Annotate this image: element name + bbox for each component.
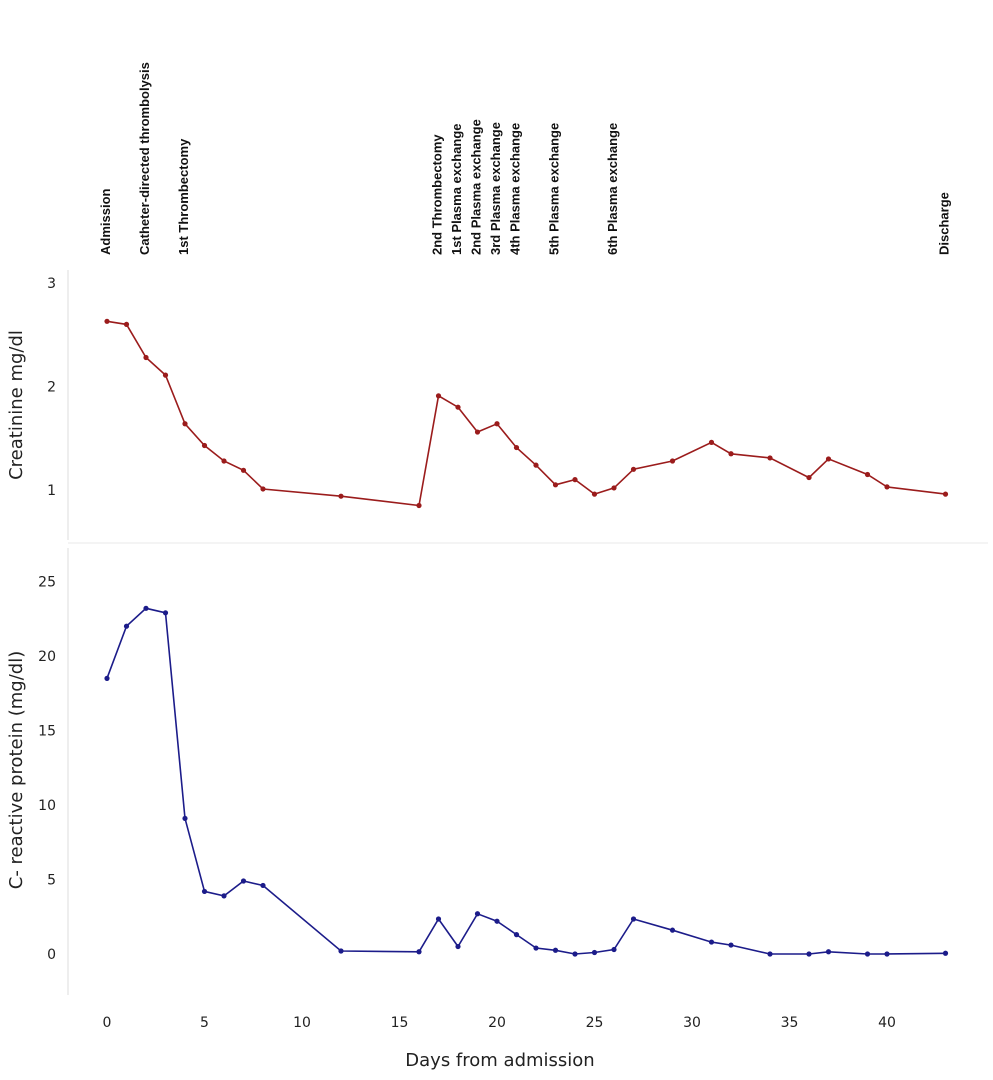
crp-data-point [338,948,344,954]
crp-y-tick-label: 20 [38,649,56,665]
crp-data-point [669,927,676,933]
crp-data-point [611,946,617,953]
x-tick-label: 0 [103,1015,112,1031]
creatinine-y-tick-label: 3 [47,276,56,292]
crp-data-point [201,888,208,895]
event-label: 2nd Plasma exchange [469,119,484,255]
creatinine-data-point [884,484,890,490]
event-label: 1st Plasma exchange [449,123,464,255]
event-label: 4th Plasma exchange [508,123,523,255]
crp-y-tick-label: 0 [47,947,56,963]
creatinine-data-point [533,462,539,468]
crp-data-point [884,951,890,957]
crp-data-point [104,675,110,681]
creatinine-data-point [864,471,871,478]
crp-y-tick-label: 10 [38,798,56,814]
creatinine-data-point [806,474,812,481]
x-tick-label: 25 [586,1015,604,1031]
crp-data-point [162,610,169,616]
creatinine-data-point [182,421,188,427]
x-axis-title: Days from admission [405,1050,594,1071]
creatinine-data-point [474,429,481,435]
creatinine-y-tick-label: 2 [47,380,56,396]
crp-y-axis-title: C- reactive protein (mg/dl) [6,651,27,890]
x-tick-label: 15 [391,1015,409,1031]
crp-y-tick-label: 15 [38,724,56,740]
event-label: 3rd Plasma exchange [488,122,503,255]
creatinine-data-point [552,482,559,488]
crp-data-point [143,605,149,611]
x-tick-label: 20 [488,1015,506,1031]
event-label: Admission [98,188,113,255]
creatinine-data-point [611,485,617,491]
crp-data-point [630,916,637,922]
crp-data-point [182,815,188,822]
creatinine-data-point [630,466,637,472]
event-label: Catheter-directed thrombolysis [137,62,152,255]
crp-data-point [942,950,949,956]
creatinine-data-point [338,493,344,499]
crp-data-point [260,882,266,889]
x-tick-label: 10 [293,1015,311,1031]
creatinine-y-axis-title: Creatinine mg/dl [6,330,27,480]
crp-series-line [106,607,946,955]
creatinine-data-point [767,455,773,461]
crp-data-point [123,623,130,629]
x-tick-label: 40 [878,1015,896,1031]
event-label: 1st Thrombectomy [176,138,191,255]
creatinine-data-point [669,458,676,464]
crp-data-point [591,949,598,956]
creatinine-data-point [416,502,422,509]
creatinine-series-line [106,320,946,507]
creatinine-data-point [494,421,500,427]
event-label: 6th Plasma exchange [605,123,620,255]
crp-data-point [474,911,481,917]
creatinine-data-point [435,393,442,399]
event-label: Discharge [937,192,952,255]
crp-data-point [552,947,559,953]
crp-data-point [708,939,715,945]
creatinine-data-point [728,451,734,457]
crp-data-point [513,932,520,938]
creatinine-data-point [260,486,266,492]
crp-data-point [572,951,578,957]
creatinine-y-tick-label: 1 [47,483,56,499]
crp-data-point [416,949,422,955]
crp-data-point [455,943,461,950]
creatinine-data-point [221,458,227,464]
event-label: 5th Plasma exchange [547,123,562,255]
crp-data-point [864,951,871,957]
crp-data-point [240,878,247,884]
creatinine-data-point [201,442,208,449]
creatinine-data-point [825,456,832,462]
creatinine-data-point [572,477,578,483]
creatinine-data-point [123,321,130,327]
x-tick-label: 35 [781,1015,799,1031]
event-label: 2nd Thrombectomy [430,134,445,255]
creatinine-data-point [143,354,149,361]
creatinine-data-point [591,491,598,497]
crp-data-point [728,942,734,948]
creatinine-data-point [162,372,169,378]
crp-data-point [494,918,500,924]
crp-y-tick-label: 5 [47,873,56,889]
creatinine-data-point [104,318,110,324]
creatinine-data-point [708,439,715,445]
crp-data-point [533,945,539,951]
creatinine-data-point [513,444,520,451]
creatinine-data-point [455,404,461,410]
crp-data-point [435,916,442,922]
crp-data-point [221,893,227,899]
creatinine-data-point [240,467,247,473]
x-tick-label: 30 [683,1015,701,1031]
crp-data-point [806,951,812,957]
creatinine-data-point [942,491,949,497]
crp-data-point [825,949,832,955]
crp-y-tick-label: 25 [38,575,56,591]
crp-data-point [767,951,773,957]
x-tick-label: 5 [200,1015,209,1031]
